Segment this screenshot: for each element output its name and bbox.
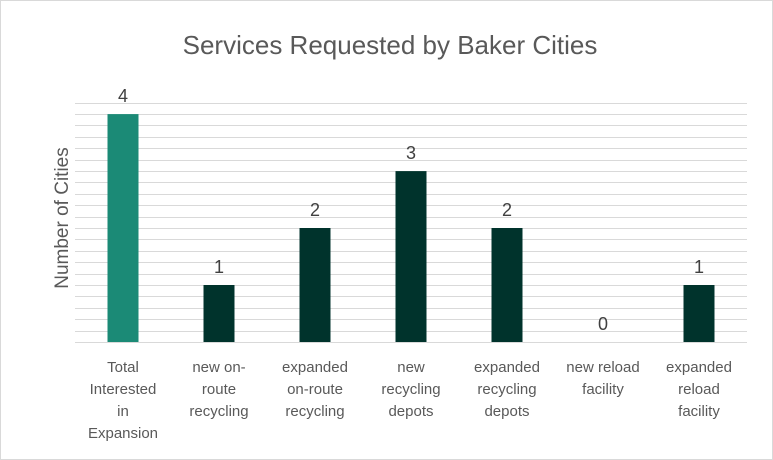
data-label-4: 2 <box>502 200 512 220</box>
x-tick-label-6: expanded reload facility <box>666 359 732 420</box>
data-label-0: 4 <box>118 86 128 106</box>
x-tick-label-5: new reload facility <box>566 359 639 398</box>
data-label-5: 0 <box>598 314 608 334</box>
chart-title: Services Requested by Baker Cities <box>183 30 598 60</box>
data-label-3: 3 <box>406 143 416 163</box>
bar-6 <box>683 285 715 342</box>
bars <box>107 114 715 342</box>
bar-1 <box>203 285 235 342</box>
bar-4 <box>491 228 523 342</box>
data-label-1: 1 <box>214 257 224 277</box>
bar-2 <box>299 228 331 342</box>
data-label-2: 2 <box>310 200 320 220</box>
x-tick-label-4: expanded recycling depots <box>474 359 540 420</box>
data-label-6: 1 <box>694 257 704 277</box>
bar-0 <box>107 114 139 342</box>
x-tick-labels: Total Interested in Expansion new on-route re… <box>88 359 732 442</box>
x-tick-label-1: new on-route recycling <box>189 359 248 420</box>
x-tick-label-2: expanded on-route recycling <box>282 359 348 420</box>
y-axis-label: Number of Cities <box>52 147 73 289</box>
data-labels: 4 1 2 3 2 0 1 <box>118 86 704 334</box>
x-tick-label-3: new recycling depots <box>381 359 440 420</box>
bar-3 <box>395 171 427 342</box>
x-tick-label-0: Total Interested in Expansion <box>88 359 158 442</box>
